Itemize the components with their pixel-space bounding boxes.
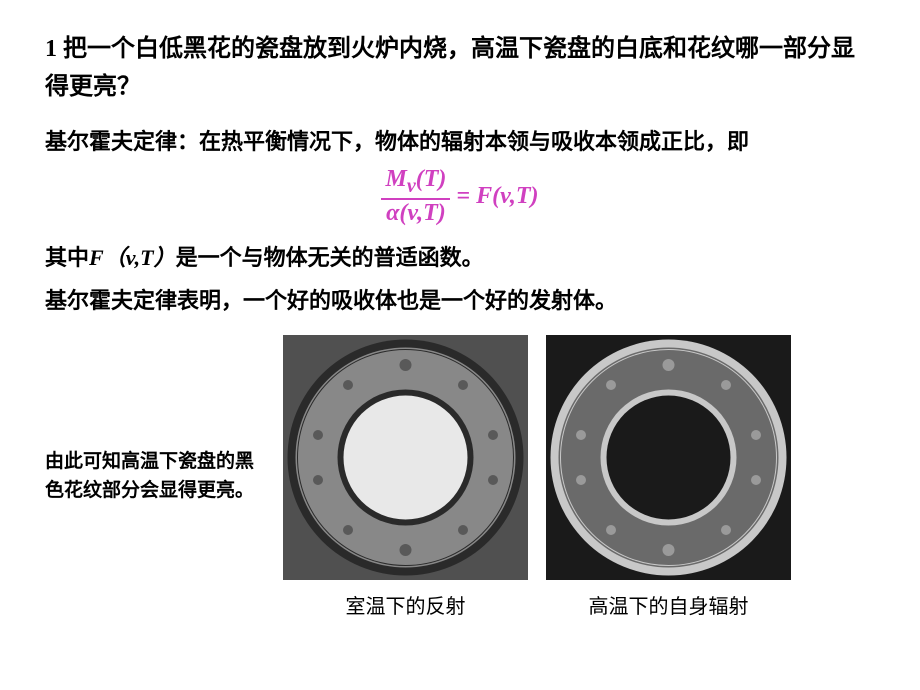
explain-suffix: 是一个与物体无关的普适函数。 <box>176 245 484 270</box>
plate-right-image <box>546 335 791 580</box>
plate-right-caption: 高温下的自身辐射 <box>589 590 749 619</box>
formula-denominator: α(v,T) <box>381 200 450 227</box>
kirchhoff-formula: Mv(T) α(v,T) = F(v,T) <box>381 166 538 227</box>
law-conclusion: 基尔霍夫定律表明，一个好的吸收体也是一个好的发射体。 <box>45 284 875 317</box>
question-number: 1 <box>45 36 57 62</box>
bottom-row: 由此可知高温下瓷盘的黑色花纹部分会显得更亮。 <box>45 335 875 619</box>
explain-function: F（v,T） <box>89 245 176 270</box>
plate-left-caption: 室温下的反射 <box>346 590 466 619</box>
fraction: Mv(T) α(v,T) <box>381 166 450 227</box>
explain-prefix: 其中 <box>45 245 89 270</box>
law-intro: 基尔霍夫定律：在热平衡情况下，物体的辐射本领与吸收本领成正比，即 <box>45 125 875 158</box>
plate-left-image <box>283 335 528 580</box>
plate-right-block: 高温下的自身辐射 <box>546 335 791 619</box>
formula-numerator: Mv(T) <box>381 166 450 200</box>
question-text: 把一个白低黑花的瓷盘放到火炉内烧，高温下瓷盘的白底和花纹哪一部分显得更亮？ <box>45 36 855 100</box>
formula-container: Mv(T) α(v,T) = F(v,T) <box>45 166 875 227</box>
plate-left-block: 室温下的反射 <box>283 335 528 619</box>
question-title: 1 把一个白低黑花的瓷盘放到火炉内烧，高温下瓷盘的白底和花纹哪一部分显得更亮？ <box>45 30 875 107</box>
explain-line: 其中F（v,T）是一个与物体无关的普适函数。 <box>45 241 875 274</box>
formula-rhs: = F(v,T) <box>456 183 538 209</box>
answer-text: 由此可知高温下瓷盘的黑色花纹部分会显得更亮。 <box>45 448 265 505</box>
